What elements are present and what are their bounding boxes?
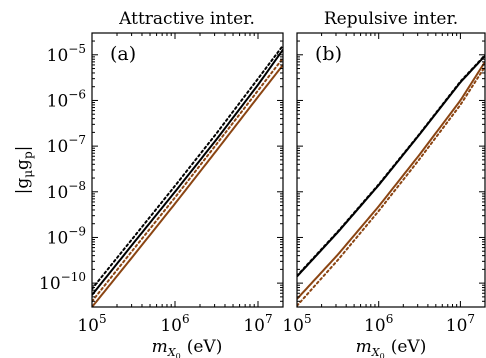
y-tick-label: 10−7 [47, 133, 86, 157]
x-tick-label: 106 [364, 312, 393, 336]
panel-attractive: Attractive inter. 105 106 107 10−10 10−9 10−8… [39, 9, 284, 358]
panel-repulsive: Repulsive inter. 105 106 107 (b) mX0 (eV) [282, 9, 486, 358]
series-line-1 [297, 54, 485, 277]
y-axis-label: |gμgp| [13, 146, 35, 195]
panel-label: (b) [315, 43, 342, 65]
series-line-2 [92, 64, 283, 307]
x-tick-label: 107 [446, 312, 475, 336]
x-tick-label: 106 [160, 312, 189, 336]
series-line-0 [92, 49, 283, 296]
x-axis-label: mX0 (eV) [356, 337, 427, 358]
y-tick-label: 10−10 [39, 270, 86, 294]
series-line-0 [297, 55, 485, 278]
panel-title: Attractive inter. [118, 9, 255, 29]
tick-group: 105 106 107 10−10 10−9 10−8 10−7 10−6 10−5 [39, 32, 284, 336]
x-tick-label: 105 [282, 312, 311, 336]
series-line-3 [297, 65, 485, 307]
x-axis-label: mX0 (eV) [152, 337, 223, 358]
panel-title: Repulsive inter. [324, 9, 458, 29]
tick-group: 105 106 107 [282, 32, 486, 336]
x-tick-label: 105 [77, 312, 106, 336]
series-line-1 [92, 44, 283, 290]
series-group [92, 44, 283, 307]
y-tick-label: 10−6 [47, 87, 86, 111]
series-line-3 [92, 57, 283, 303]
y-tick-label: 10−8 [47, 179, 86, 203]
series-group [297, 54, 485, 307]
series-line-2 [297, 61, 485, 300]
x-tick-label: 107 [243, 312, 272, 336]
y-tick-label: 10−5 [47, 42, 86, 66]
y-tick-label: 10−9 [47, 224, 86, 248]
panel-label: (a) [110, 43, 136, 65]
